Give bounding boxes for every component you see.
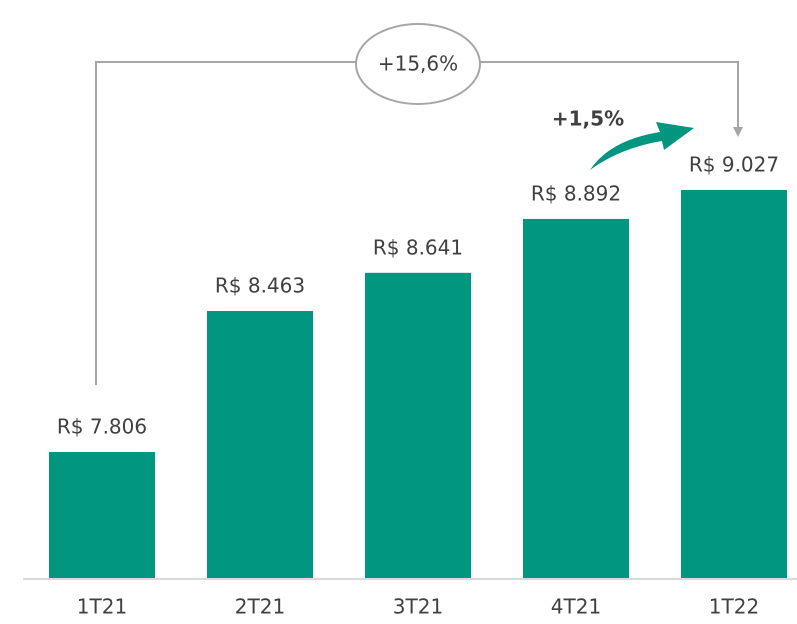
bar bbox=[523, 218, 629, 578]
value-label: R$ 7.806 bbox=[57, 415, 147, 439]
value-label: R$ 8.892 bbox=[531, 181, 621, 205]
total-growth: +15,6% bbox=[378, 52, 458, 76]
value-label: R$ 8.641 bbox=[373, 235, 463, 259]
growth-ellipse bbox=[355, 23, 481, 105]
growth-arrow bbox=[590, 122, 694, 170]
x-tick-label: 2T21 bbox=[235, 595, 285, 619]
x-tick-label: 3T21 bbox=[393, 595, 443, 619]
x-tick-label: 1T21 bbox=[77, 595, 127, 619]
bar bbox=[365, 272, 471, 578]
value-label: R$ 9.027 bbox=[689, 152, 779, 176]
bracket-left bbox=[95, 61, 356, 385]
bar bbox=[681, 189, 787, 579]
bar bbox=[207, 311, 313, 578]
x-tick-label: 4T21 bbox=[551, 595, 601, 619]
value-label: R$ 8.463 bbox=[215, 274, 305, 298]
bar bbox=[49, 452, 155, 578]
quarter-growth: +1,5% bbox=[552, 107, 624, 131]
bracket-right bbox=[480, 61, 743, 137]
x-tick-label: 1T22 bbox=[709, 595, 759, 619]
